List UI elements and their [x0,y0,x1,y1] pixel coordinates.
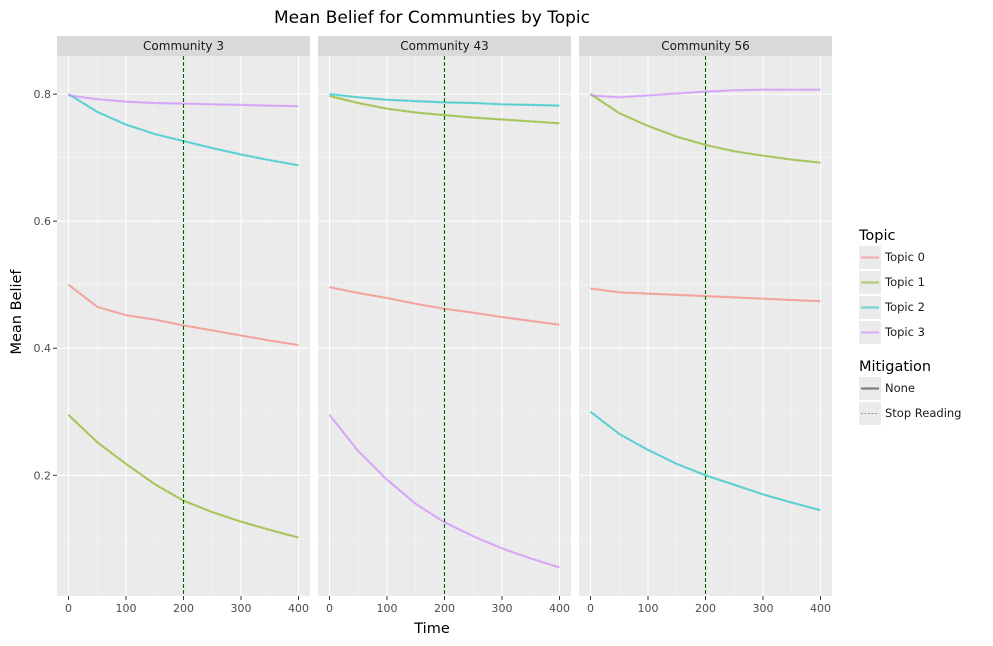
x-tick-label: 0 [587,602,594,615]
x-tick-label: 0 [326,602,333,615]
y-tick-label: 0.4 [34,342,52,355]
y-tick-label: 0.8 [34,88,52,101]
legend-label: Topic 2 [884,300,925,314]
y-tick-label: 0.6 [34,215,52,228]
series-line-dashed-topic-2 [590,411,821,511]
facet-strip [318,36,571,56]
legend-label: Topic 3 [884,325,925,339]
x-tick-label: 300 [753,602,774,615]
facet-strip-label: Community 3 [143,39,224,53]
x-tick-label: 0 [65,602,72,615]
legend-label: Topic 0 [884,250,925,264]
series-line-dashed-topic-3 [329,414,560,568]
x-tick-label: 400 [810,602,831,615]
legend-label: Stop Reading [885,406,961,420]
x-tick-label: 200 [434,602,455,615]
series-line-topic-3 [590,88,821,99]
x-tick-label: 100 [377,602,398,615]
facet-panel: Community 3 0 100 200 300 400 0.2 0.4 0.6 0.8 [34,36,310,615]
y-tick-label: 0.2 [34,469,52,482]
x-tick-label: 200 [173,602,194,615]
legend: Topic Topic 0 Topic 1 Topic 2 Topic 3 Mitigat… [858,228,961,425]
chart-title: Mean Belief for Communties by Topic [274,8,590,28]
facet-strip-label: Community 56 [661,39,750,53]
facet-panels: Community 30 100 200 300 4000.20.40.60.8Comm… [34,36,832,615]
series-line-dashed-topic-2 [68,93,299,166]
x-tick-label: 200 [695,602,716,615]
x-tick-label: 100 [116,602,137,615]
series-line-dashed-topic-0 [68,284,299,346]
series-line-dashed-topic-1 [590,93,821,164]
legend-title: Mitigation [859,359,931,375]
facet-strip [579,36,832,56]
series-line-dashed-topic-2 [329,93,560,107]
facet-panel: Community 56 0 100 200 300 400 [579,36,832,615]
legend-label: Topic 1 [884,275,925,289]
x-axis-title: Time [413,621,450,637]
x-tick-label: 300 [231,602,252,615]
y-axis-title: Mean Belief [9,269,25,355]
facet-strip [57,36,310,56]
facet-strip-label: Community 43 [400,39,489,53]
series-line-dashed-topic-1 [329,95,560,124]
series-line-dashed-topic-3 [68,94,299,107]
series-line-dashed-topic-0 [590,288,821,302]
legend-label: None [885,381,915,395]
x-tick-label: 400 [288,602,309,615]
facet-panel: Community 43 0 100 200 300 400 [318,36,571,615]
x-tick-label: 400 [549,602,570,615]
x-tick-label: 100 [638,602,659,615]
x-tick-label: 300 [492,602,513,615]
legend-title: Topic [858,228,895,244]
